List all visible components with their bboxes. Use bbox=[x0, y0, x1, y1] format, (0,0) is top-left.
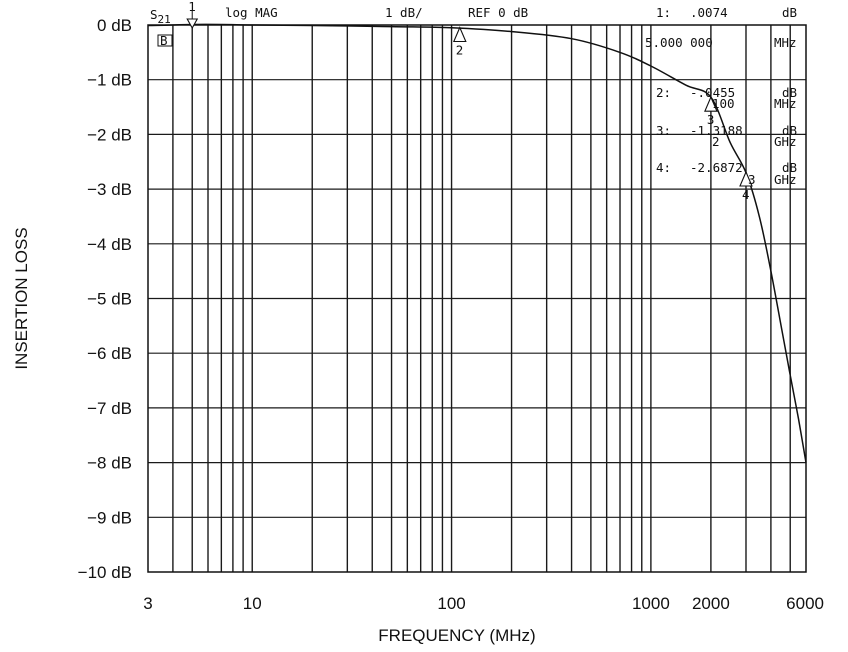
marker-4-readout-value: -2.6872 bbox=[690, 160, 743, 175]
marker-2-triangle bbox=[452, 26, 467, 43]
grid-layer bbox=[148, 25, 806, 572]
marker-4-id: 4 bbox=[742, 187, 750, 202]
y-tick-label: −4 dB bbox=[87, 235, 132, 254]
marker-2-readout-freq-unit: MHz bbox=[774, 96, 797, 111]
marker-3-readout-freq-unit: GHz bbox=[774, 134, 797, 149]
y-tick-labels: 0 dB −1 dB −2 dB −3 dB −4 dB −5 dB −6 dB −7 dB −… bbox=[78, 16, 132, 582]
marker-2-readout-unit: dB bbox=[782, 85, 797, 100]
y-tick-label: −2 dB bbox=[87, 125, 132, 144]
marker-1-readout-freq: 5.000 000 bbox=[645, 35, 713, 50]
marker-4-readout-id: 4: bbox=[656, 160, 671, 175]
x-tick-label: 1000 bbox=[632, 594, 670, 613]
y-tick-label: −3 dB bbox=[87, 180, 132, 199]
marker-4-readout-unit: dB bbox=[782, 160, 797, 175]
y-axis-title: INSERTION LOSS bbox=[12, 227, 31, 369]
marker-3-readout-id: 3: bbox=[656, 123, 671, 138]
y-tick-label: −8 dB bbox=[87, 454, 132, 473]
insertion-loss-trace bbox=[147, 23, 807, 463]
x-tick-label: 100 bbox=[437, 594, 465, 613]
marker-4-readout-freq: 3 bbox=[748, 172, 756, 187]
marker-1-readout-freq-unit: MHz bbox=[774, 35, 797, 50]
marker-1-id: 1 bbox=[188, 0, 196, 14]
y-tick-label: −9 dB bbox=[87, 508, 132, 527]
marker-readout-layer: 1: .0074 dB 5.000 000 MHz 2: -.0455 dB 100 MHz 3: -… bbox=[645, 5, 797, 187]
marker-3-id: 3 bbox=[707, 112, 715, 127]
plot-frame bbox=[147, 24, 807, 573]
x-tick-labels: 3 10 100 1000 2000 6000 bbox=[143, 594, 824, 613]
y-tick-label: −1 dB bbox=[87, 71, 132, 90]
marker-1-readout-id: 1: bbox=[656, 5, 671, 20]
marker-2-readout-value: -.0455 bbox=[690, 85, 735, 100]
y-tick-label: −7 dB bbox=[87, 399, 132, 418]
marker-3-readout-value: -1.3188 bbox=[690, 123, 743, 138]
x-axis-title: FREQUENCY (MHz) bbox=[378, 626, 535, 645]
header-layer: S21 log MAG 1 dB/ REF 0 dB B bbox=[150, 5, 528, 48]
marker-4-readout-freq-unit: GHz bbox=[774, 172, 797, 187]
marker-3-readout-freq: 2 bbox=[712, 134, 720, 149]
y-tick-label: −10 dB bbox=[78, 563, 132, 582]
x-tick-label: 2000 bbox=[692, 594, 730, 613]
marker-1-readout-value: .0074 bbox=[690, 5, 728, 20]
marker-3-triangle bbox=[704, 95, 718, 112]
header-param-label: S21 bbox=[150, 7, 171, 26]
header-ref-label: REF 0 dB bbox=[468, 5, 528, 20]
channel-box-label: B bbox=[160, 33, 168, 48]
x-tick-label: 6000 bbox=[786, 594, 824, 613]
header-format-label: log MAG bbox=[225, 5, 278, 20]
marker-1-arrow bbox=[186, 18, 199, 30]
marker-2-id: 2 bbox=[456, 42, 464, 57]
header-scale-label: 1 dB/ bbox=[385, 5, 423, 20]
marker-3-readout-unit: dB bbox=[782, 123, 797, 138]
x-tick-label: 10 bbox=[243, 594, 262, 613]
marker-4-triangle bbox=[739, 170, 753, 187]
y-tick-label: −5 dB bbox=[87, 290, 132, 309]
marker-1-readout-unit: dB bbox=[782, 5, 797, 20]
x-tick-label: 3 bbox=[143, 594, 152, 613]
y-tick-label: 0 dB bbox=[97, 16, 132, 35]
marker-2-readout-id: 2: bbox=[656, 85, 671, 100]
trace-layer bbox=[147, 23, 807, 463]
channel-box bbox=[157, 34, 173, 47]
marker-2-readout-freq: 100 bbox=[712, 96, 735, 111]
y-tick-label: −6 dB bbox=[87, 344, 132, 363]
